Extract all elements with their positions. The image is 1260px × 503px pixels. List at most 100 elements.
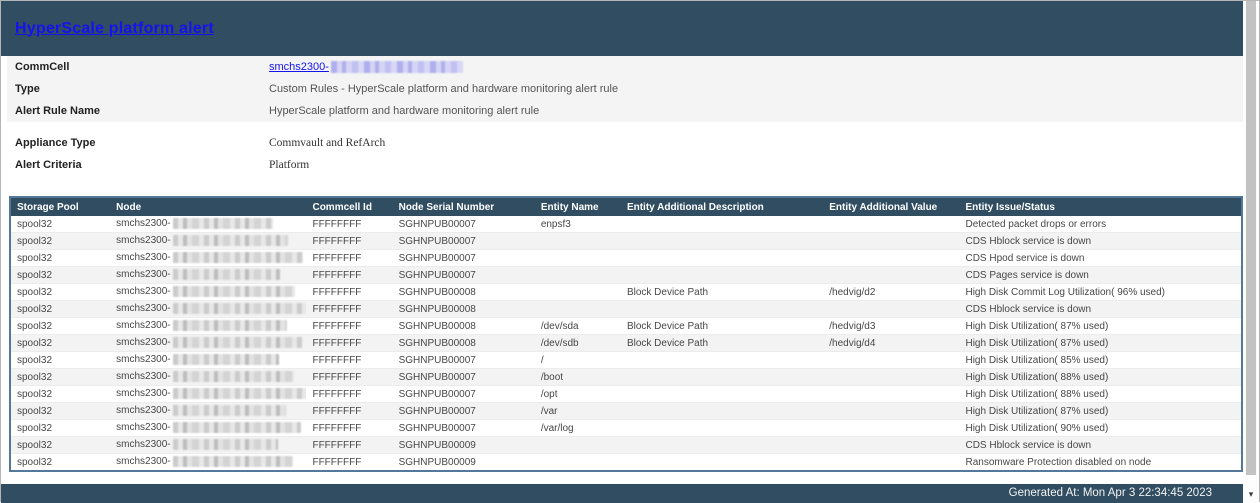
cell-storage-pool: spool32	[10, 368, 111, 386]
cell-entity-name	[534, 453, 621, 472]
meta-row-appliance-type: Appliance Type Commvault and RefArch	[7, 132, 1245, 154]
cell-storage-pool: spool32	[10, 266, 111, 284]
redacted-node-text	[172, 337, 302, 349]
cell-entity-additional-value	[823, 453, 960, 472]
cell-entity-additional-value	[823, 300, 960, 318]
cell-entity-issue-status: High Disk Utilization( 88% used)	[959, 385, 1242, 403]
cell-storage-pool: spool32	[10, 300, 111, 318]
table-row: spool32 smchs2300- FFFFFFFF SGHNPUB00007…	[10, 368, 1242, 386]
cell-commcell-id: FFFFFFFF	[306, 232, 393, 250]
cell-node: smchs2300-	[110, 300, 307, 318]
cell-entity-additional-value	[823, 368, 960, 386]
table-row: spool32 smchs2300- FFFFFFFF SGHNPUB00008…	[10, 334, 1242, 352]
node-prefix: smchs2300-	[116, 235, 171, 247]
cell-entity-additional-value	[823, 232, 960, 250]
cell-node-serial-number: SGHNPUB00007	[392, 216, 535, 233]
meta-row-alert-criteria: Alert Criteria Platform	[7, 154, 1245, 176]
redacted-node-text	[172, 371, 294, 383]
cell-storage-pool: spool32	[10, 351, 111, 369]
cell-commcell-id: FFFFFFFF	[306, 283, 393, 301]
column-header-entity-name: Entity Name	[534, 197, 621, 216]
cell-entity-additional-description: Block Device Path	[620, 283, 824, 301]
scrollbar-down-arrow-icon[interactable]: ▾	[1248, 489, 1254, 499]
cell-node: smchs2300-	[110, 249, 307, 267]
meta-row-type: Type Custom Rules - HyperScale platform …	[7, 78, 1245, 100]
cell-node: smchs2300-	[110, 232, 307, 250]
cell-storage-pool: spool32	[10, 402, 111, 420]
redacted-node-text	[172, 286, 295, 298]
cell-node-serial-number: SGHNPUB00009	[392, 436, 535, 454]
alert-meta-plain: Appliance Type Commvault and RefArch Ale…	[7, 132, 1245, 176]
redacted-commcell-text	[330, 61, 463, 74]
cell-node-serial-number: SGHNPUB00007	[392, 385, 535, 403]
cell-entity-additional-value	[823, 249, 960, 267]
redacted-node-text	[172, 422, 301, 434]
cell-node-serial-number: SGHNPUB00007	[392, 402, 535, 420]
node-prefix: smchs2300-	[116, 218, 171, 230]
alert-meta-section: CommCell smchs2300- Type Custom Rules - …	[7, 56, 1245, 176]
redacted-node-text	[172, 320, 287, 332]
node-prefix: smchs2300-	[116, 269, 171, 281]
cell-node-serial-number: SGHNPUB00007	[392, 232, 535, 250]
cell-node-serial-number: SGHNPUB00008	[392, 334, 535, 352]
cell-entity-additional-description	[620, 453, 824, 472]
redacted-node-text	[172, 252, 303, 264]
cell-node-serial-number: SGHNPUB00007	[392, 351, 535, 369]
cell-node-serial-number: SGHNPUB00009	[392, 453, 535, 472]
table-row: spool32 smchs2300- FFFFFFFF SGHNPUB00008…	[10, 300, 1242, 318]
cell-entity-additional-description	[620, 216, 824, 233]
cell-node-serial-number: SGHNPUB00008	[392, 300, 535, 318]
cell-commcell-id: FFFFFFFF	[306, 266, 393, 284]
cell-entity-additional-description	[620, 419, 824, 437]
cell-commcell-id: FFFFFFFF	[306, 385, 393, 403]
cell-entity-additional-description	[620, 436, 824, 454]
cell-entity-additional-description	[620, 351, 824, 369]
node-prefix: smchs2300-	[116, 320, 171, 332]
alert-title-link[interactable]: HyperScale platform alert	[15, 19, 214, 37]
cell-node-serial-number: SGHNPUB00008	[392, 317, 535, 335]
cell-entity-name: /var	[534, 402, 621, 420]
cell-node-serial-number: SGHNPUB00007	[392, 419, 535, 437]
cell-storage-pool: spool32	[10, 436, 111, 454]
redacted-node-text	[172, 388, 307, 400]
alert-table: Storage Pool Node Commcell Id Node Serial N…	[9, 196, 1243, 472]
vertical-scrollbar[interactable]: ▾	[1243, 1, 1259, 503]
commcell-value: smchs2300-	[269, 60, 463, 74]
cell-entity-name: enpsf3	[534, 216, 621, 233]
cell-entity-name: /	[534, 351, 621, 369]
table-row: spool32 smchs2300- FFFFFFFF SGHNPUB00007…	[10, 385, 1242, 403]
scrollbar-thumb[interactable]	[1246, 1, 1256, 475]
column-header-entity-additional-description: Entity Additional Description	[620, 197, 824, 216]
cell-entity-additional-value	[823, 266, 960, 284]
cell-entity-issue-status: CDS Hblock service is down	[959, 436, 1242, 454]
cell-entity-issue-status: Ransomware Protection disabled on node	[959, 453, 1242, 472]
cell-entity-name: /var/log	[534, 419, 621, 437]
node-prefix: smchs2300-	[116, 456, 171, 468]
cell-entity-issue-status: High Disk Utilization( 88% used)	[959, 368, 1242, 386]
cell-entity-additional-value: /hedvig/d4	[823, 334, 960, 352]
cell-entity-additional-description	[620, 300, 824, 318]
cell-node: smchs2300-	[110, 402, 307, 420]
cell-commcell-id: FFFFFFFF	[306, 368, 393, 386]
redacted-node-text	[172, 303, 307, 315]
cell-node: smchs2300-	[110, 266, 307, 284]
cell-storage-pool: spool32	[10, 419, 111, 437]
type-value: Custom Rules - HyperScale platform and h…	[269, 83, 619, 95]
table-row: spool32 smchs2300- FFFFFFFF SGHNPUB00007…	[10, 216, 1242, 233]
node-prefix: smchs2300-	[116, 303, 171, 315]
redacted-node-text	[172, 269, 280, 281]
cell-entity-issue-status: High Disk Utilization( 90% used)	[959, 419, 1242, 437]
cell-storage-pool: spool32	[10, 216, 111, 233]
cell-entity-issue-status: CDS Hblock service is down	[959, 232, 1242, 250]
node-prefix: smchs2300-	[116, 388, 171, 400]
cell-entity-issue-status: High Disk Utilization( 85% used)	[959, 351, 1242, 369]
cell-commcell-id: FFFFFFFF	[306, 419, 393, 437]
column-header-entity-additional-value: Entity Additional Value	[823, 197, 960, 216]
commcell-link[interactable]: smchs2300-	[269, 60, 329, 73]
cell-node: smchs2300-	[110, 419, 307, 437]
redacted-node-text	[172, 439, 278, 451]
cell-entity-name	[534, 283, 621, 301]
cell-entity-additional-description: Block Device Path	[620, 317, 824, 335]
node-prefix: smchs2300-	[116, 252, 171, 264]
